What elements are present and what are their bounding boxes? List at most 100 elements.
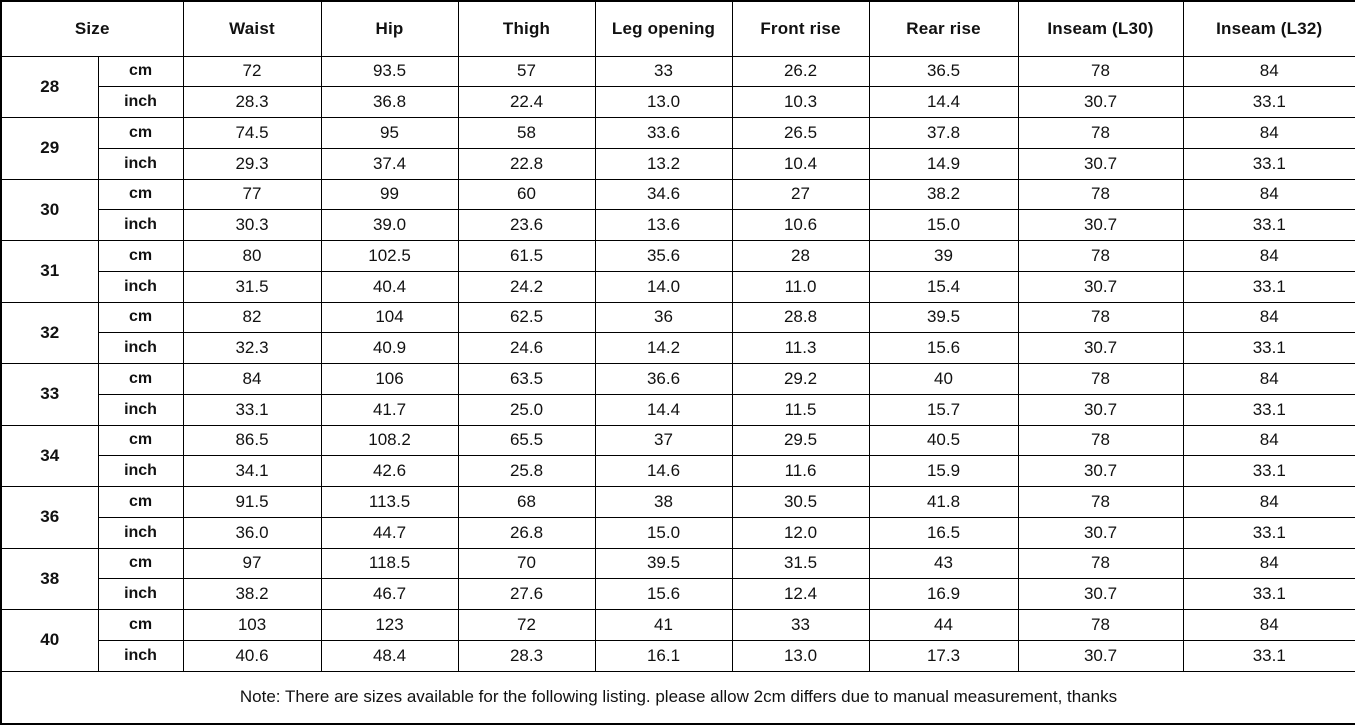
measurement-value: 35.6 <box>594 240 733 272</box>
measurement-value: 40.4 <box>320 270 459 303</box>
measurement-value: 33.1 <box>1182 578 1355 610</box>
measurement-value: 13.2 <box>594 147 733 180</box>
measurement-value: 37.8 <box>868 117 1019 149</box>
measurement-value: 82 <box>182 301 322 334</box>
measurement-value: 11.5 <box>731 393 870 426</box>
size-label: 34 <box>0 424 99 487</box>
size-label: 40 <box>0 609 99 672</box>
table-row-size-30-inch: inch 30.3 39.0 23.6 13.6 10.6 15.0 30.7 33.1 <box>1 209 1355 241</box>
unit-label: inch <box>97 86 184 118</box>
measurement-value: 58 <box>457 117 596 149</box>
measurement-value: 84 <box>1182 55 1355 88</box>
measurement-value: 99 <box>320 178 459 211</box>
measurement-value: 41 <box>594 609 733 641</box>
table-row-size-32-cm: 32 cm 82 104 62.5 36 28.8 39.5 78 84 <box>0 301 1355 364</box>
measurement-value: 42.6 <box>320 455 459 487</box>
table-row-size-29-cm: 29 cm 74.5 95 58 33.6 26.5 37.8 78 84 <box>0 117 1355 180</box>
header-inseam-l32: Inseam (L32) <box>1182 0 1355 57</box>
measurement-value: 84 <box>1182 240 1355 272</box>
measurement-value: 40.6 <box>182 639 322 672</box>
measurement-value: 16.9 <box>868 578 1019 610</box>
measurement-value: 30.7 <box>1017 147 1184 180</box>
header-waist: Waist <box>182 0 322 57</box>
measurement-value: 78 <box>1017 240 1184 272</box>
measurement-value: 22.8 <box>457 147 596 180</box>
measurement-value: 33.1 <box>182 393 322 426</box>
measurement-value: 11.3 <box>731 332 870 364</box>
measurement-value: 37.4 <box>320 147 459 180</box>
measurement-value: 84 <box>1182 547 1355 580</box>
measurement-value: 78 <box>1017 301 1184 334</box>
measurement-value: 13.0 <box>594 86 733 118</box>
measurement-value: 15.7 <box>868 393 1019 426</box>
measurement-value: 39.0 <box>320 209 459 241</box>
measurement-value: 40.9 <box>320 332 459 364</box>
note-text: Note: There are sizes available for the … <box>0 670 1355 725</box>
measurement-value: 78 <box>1017 178 1184 211</box>
measurement-value: 12.4 <box>731 578 870 610</box>
measurement-value: 37 <box>594 424 733 457</box>
measurement-value: 33.6 <box>594 117 733 149</box>
measurement-value: 74.5 <box>182 117 322 149</box>
measurement-value: 60 <box>457 178 596 211</box>
measurement-value: 11.0 <box>731 270 870 303</box>
measurement-value: 65.5 <box>457 424 596 457</box>
measurement-value: 84 <box>1182 301 1355 334</box>
unit-label: cm <box>97 301 184 334</box>
header-row: Size Waist Hip Thigh Leg opening Front r… <box>0 0 1355 57</box>
measurement-value: 61.5 <box>457 240 596 272</box>
measurement-value: 78 <box>1017 547 1184 580</box>
measurement-value: 57 <box>457 55 596 88</box>
unit-label: cm <box>97 178 184 211</box>
unit-label: cm <box>97 240 184 272</box>
measurement-value: 15.4 <box>868 270 1019 303</box>
measurement-value: 93.5 <box>320 55 459 88</box>
measurement-value: 36.6 <box>594 363 733 395</box>
measurement-value: 91.5 <box>182 486 322 518</box>
measurement-value: 40.5 <box>868 424 1019 457</box>
measurement-value: 30.3 <box>182 209 322 241</box>
unit-label: inch <box>97 209 184 241</box>
unit-label: cm <box>97 424 184 457</box>
measurement-value: 36.5 <box>868 55 1019 88</box>
measurement-value: 97 <box>182 547 322 580</box>
measurement-value: 28.8 <box>731 301 870 334</box>
measurement-value: 84 <box>1182 178 1355 211</box>
measurement-value: 95 <box>320 117 459 149</box>
measurement-value: 34.1 <box>182 455 322 487</box>
size-chart-body: 28 cm 72 93.5 57 33 26.2 36.5 78 84 inch 28.3 36.8 22… <box>0 55 1355 672</box>
measurement-value: 44 <box>868 609 1019 641</box>
measurement-value: 39.5 <box>594 547 733 580</box>
measurement-value: 30.7 <box>1017 332 1184 364</box>
measurement-value: 13.0 <box>731 639 870 672</box>
measurement-value: 33.1 <box>1182 455 1355 487</box>
measurement-value: 10.3 <box>731 86 870 118</box>
measurement-value: 30.7 <box>1017 516 1184 549</box>
unit-label: cm <box>97 117 184 149</box>
table-row-size-31-cm: 31 cm 80 102.5 61.5 35.6 28 39 78 84 <box>0 240 1355 303</box>
measurement-value: 44.7 <box>320 516 459 549</box>
measurement-value: 33.1 <box>1182 209 1355 241</box>
measurement-value: 84 <box>1182 609 1355 641</box>
measurement-value: 33.1 <box>1182 393 1355 426</box>
note-row: Note: There are sizes available for the … <box>0 670 1355 725</box>
measurement-value: 104 <box>320 301 459 334</box>
measurement-value: 38.2 <box>182 578 322 610</box>
unit-label: inch <box>97 393 184 426</box>
measurement-value: 40 <box>868 363 1019 395</box>
measurement-value: 33.1 <box>1182 147 1355 180</box>
measurement-value: 31.5 <box>182 270 322 303</box>
measurement-value: 29.3 <box>182 147 322 180</box>
measurement-value: 80 <box>182 240 322 272</box>
measurement-value: 108.2 <box>320 424 459 457</box>
unit-label: cm <box>97 55 184 88</box>
measurement-value: 106 <box>320 363 459 395</box>
table-row-size-40-cm: 40 cm 103 123 72 41 33 44 78 84 <box>0 609 1355 672</box>
unit-label: inch <box>97 516 184 549</box>
header-size: Size <box>0 0 184 57</box>
table-row-size-38-cm: 38 cm 97 118.5 70 39.5 31.5 43 78 84 <box>0 547 1355 610</box>
measurement-value: 118.5 <box>320 547 459 580</box>
measurement-value: 30.7 <box>1017 209 1184 241</box>
measurement-value: 16.1 <box>594 639 733 672</box>
